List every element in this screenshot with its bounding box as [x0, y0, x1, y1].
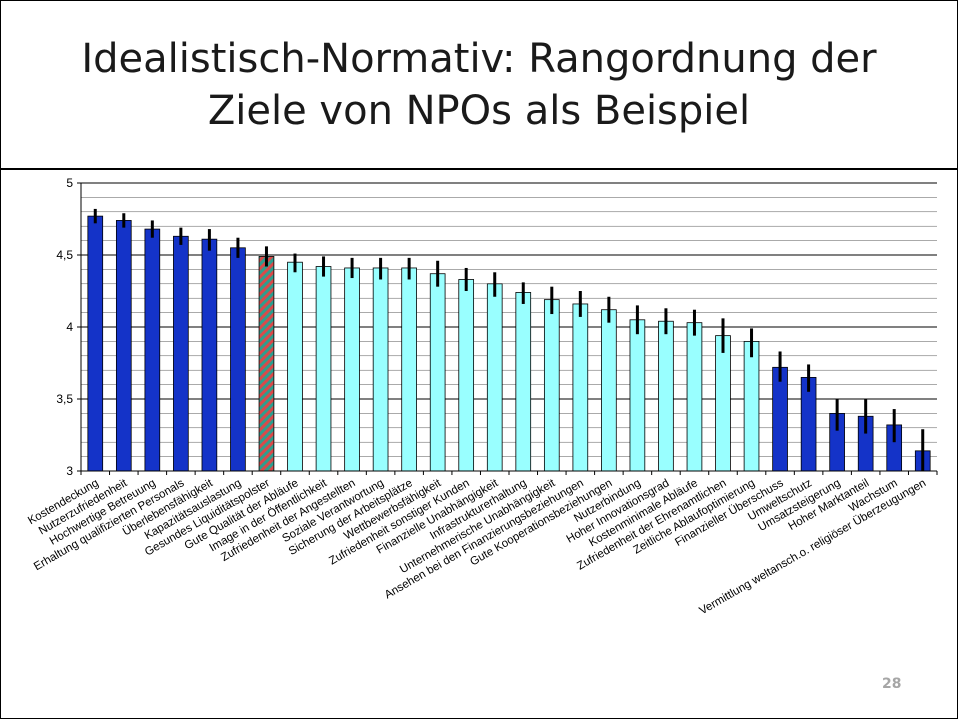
bar	[144, 228, 161, 472]
y-tick-label: 5	[66, 176, 73, 190]
bar	[601, 309, 617, 472]
bar	[429, 273, 446, 472]
slide-title-box: Idealistisch-Normativ: Rangordnung der Z…	[0, 0, 958, 170]
bar	[201, 238, 218, 472]
bar	[743, 340, 760, 472]
y-tick-label: 3	[66, 464, 73, 478]
bar	[344, 267, 360, 472]
bar	[686, 322, 703, 472]
slide-title: Idealistisch-Normativ: Rangordnung der Z…	[81, 35, 877, 134]
bar	[401, 267, 417, 472]
bar	[772, 366, 788, 472]
bar	[372, 267, 389, 472]
bar	[173, 235, 189, 472]
bar	[658, 320, 674, 472]
y-tick-label: 4,5	[56, 248, 73, 262]
bar	[315, 266, 332, 472]
bar	[515, 292, 532, 472]
bar	[258, 256, 275, 472]
page-number: 28	[882, 676, 902, 692]
bar	[458, 279, 475, 472]
y-tick-label: 4	[66, 320, 73, 334]
bar	[572, 303, 589, 472]
chart-frame	[0, 170, 958, 719]
bar	[715, 335, 731, 472]
y-tick-label: 3,5	[56, 392, 73, 406]
bar	[115, 220, 132, 472]
bar	[230, 247, 246, 472]
bar	[486, 283, 503, 472]
bar	[543, 299, 560, 472]
bar-chart: 33,544,55 KostendeckungNutzerzufriedenhe…	[26, 176, 938, 617]
bar	[87, 215, 104, 472]
bar	[287, 261, 303, 472]
bar	[629, 319, 646, 472]
